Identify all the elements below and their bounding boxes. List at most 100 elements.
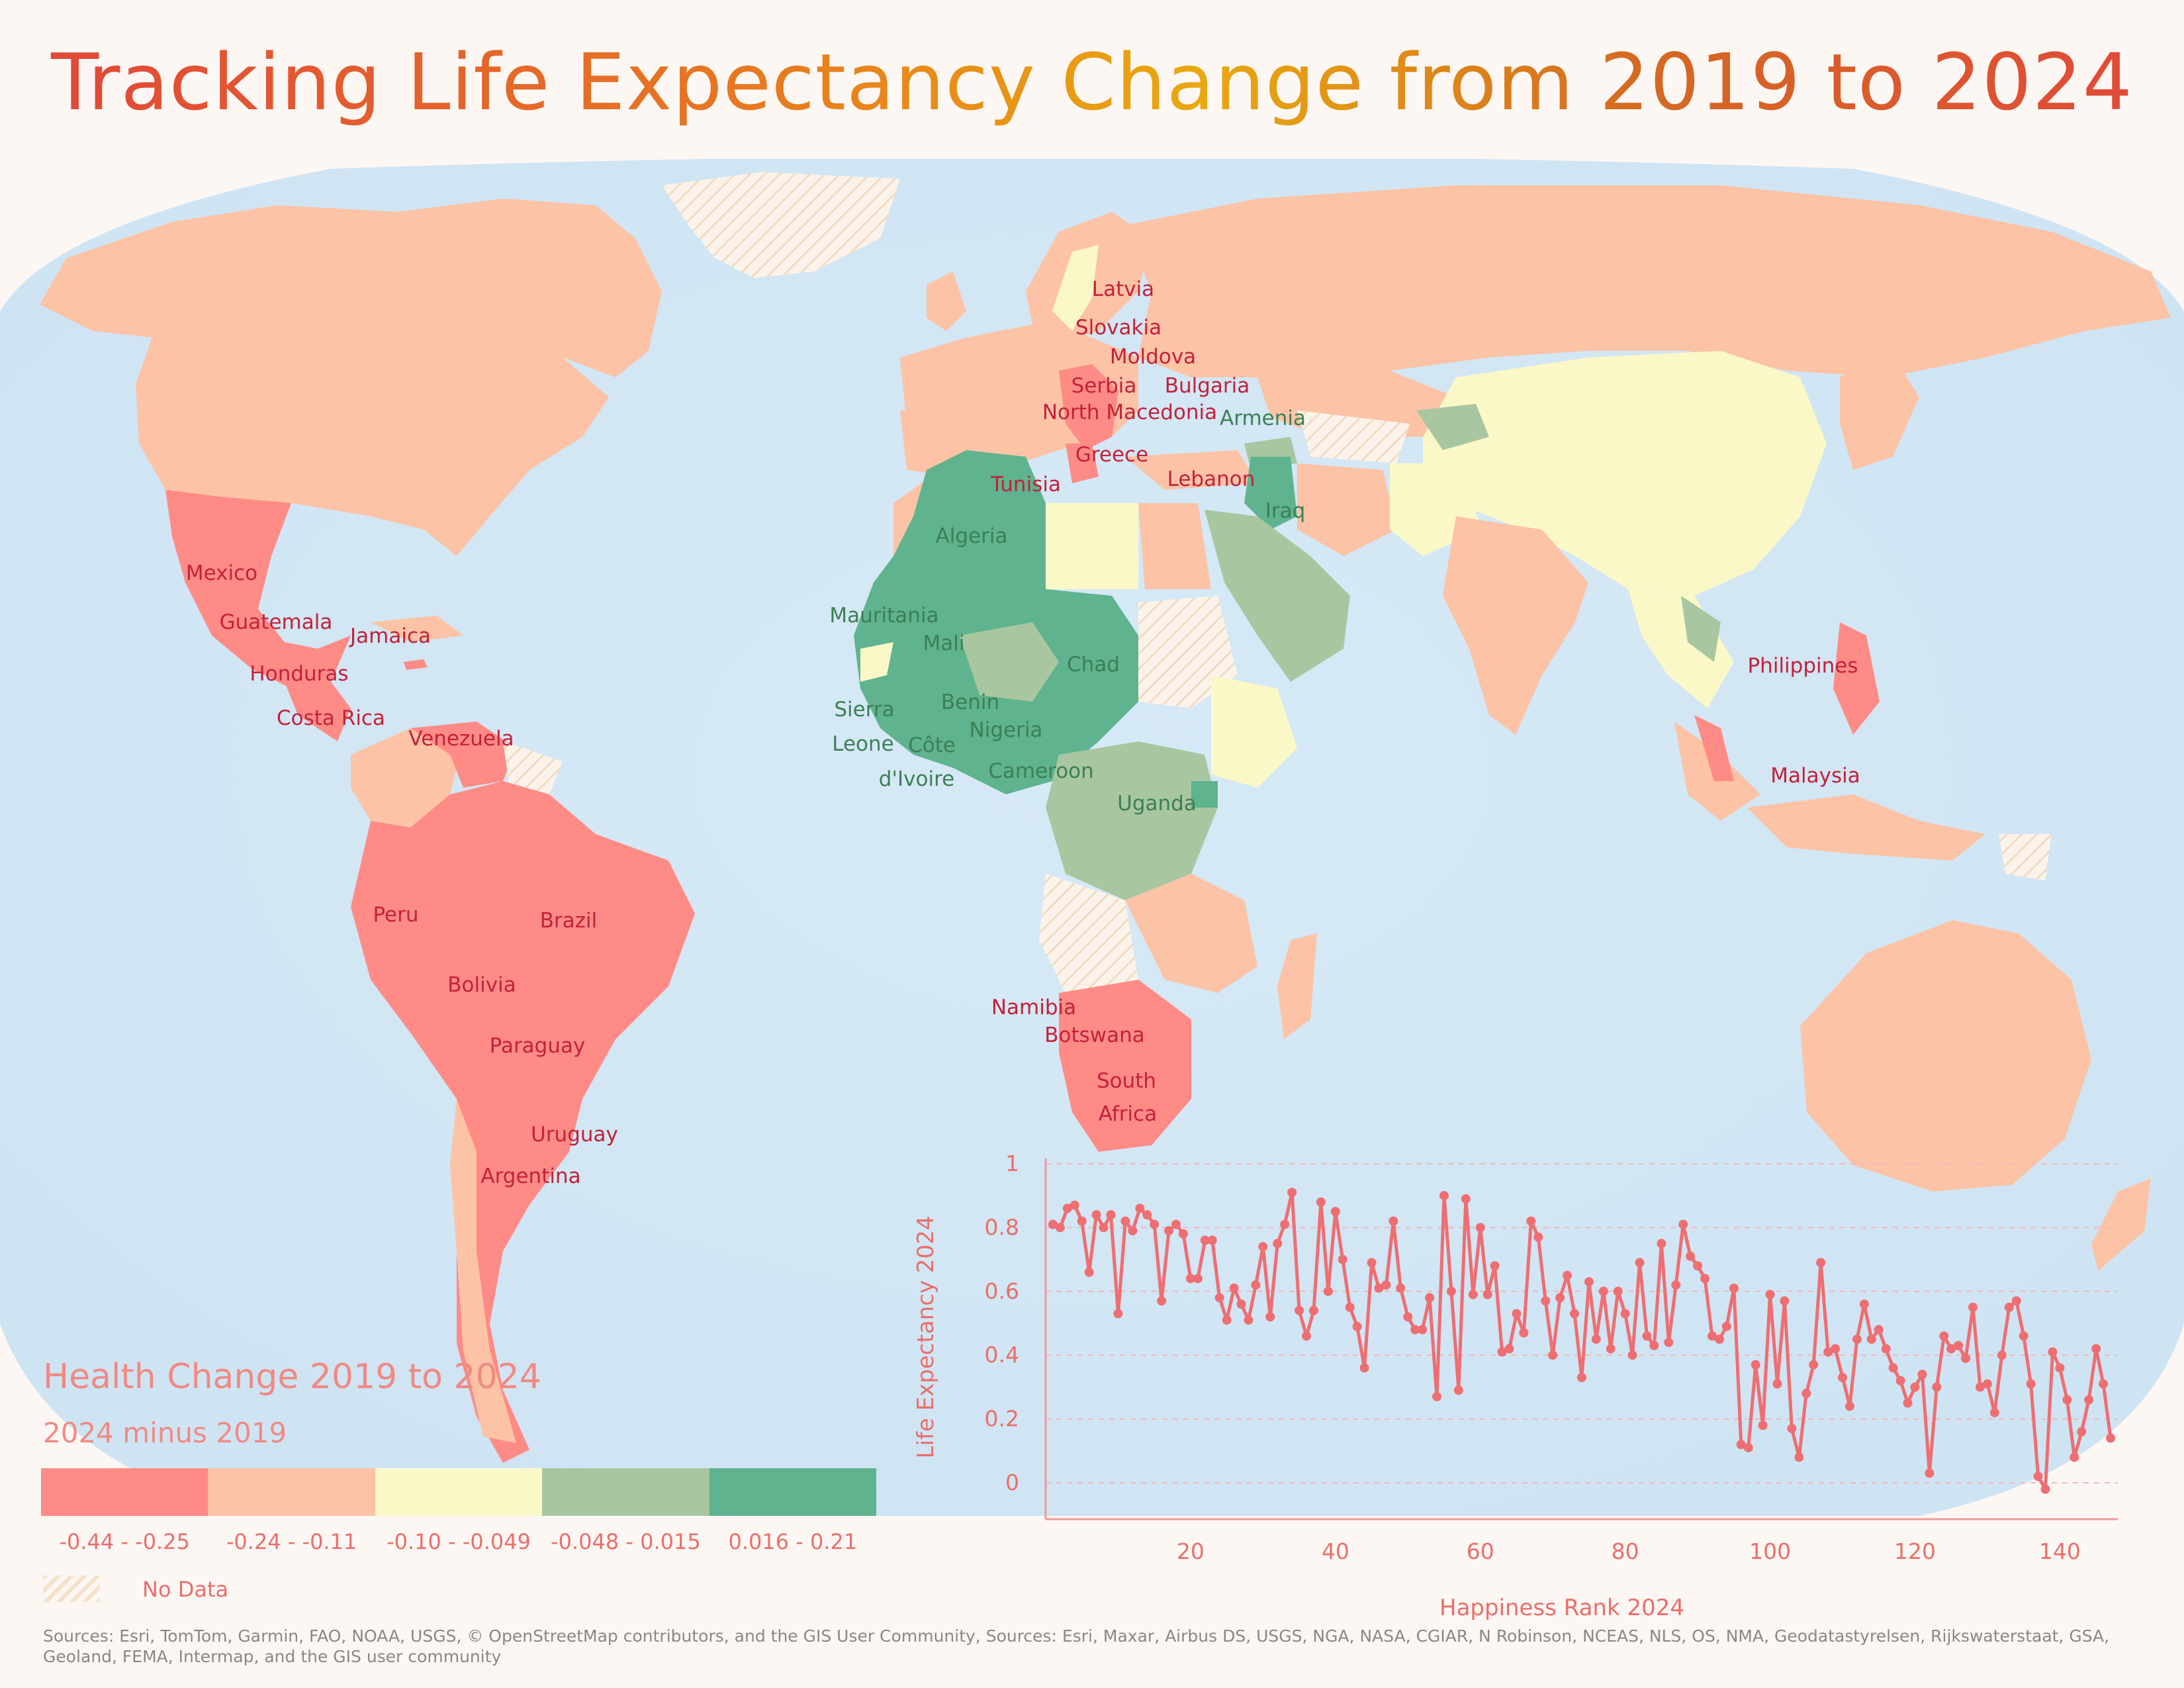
india[interactable] <box>1443 516 1588 735</box>
australia[interactable] <box>1800 920 2091 1192</box>
data-point <box>1396 1283 1406 1293</box>
country-label: Serbia <box>1071 374 1137 398</box>
venezuela[interactable] <box>410 722 516 788</box>
data-point <box>1635 1258 1645 1268</box>
korea-japan[interactable] <box>1840 344 1919 470</box>
png-nodata[interactable] <box>1999 834 2052 880</box>
data-point <box>1577 1372 1586 1382</box>
brazil-south-america[interactable] <box>351 781 695 1463</box>
new-zealand[interactable] <box>2091 1178 2151 1271</box>
data-point <box>1475 1223 1485 1233</box>
sweden[interactable] <box>1052 245 1099 331</box>
data-point <box>1432 1391 1442 1401</box>
russia[interactable] <box>1125 185 2171 377</box>
data-point <box>1707 1331 1717 1341</box>
data-point <box>1171 1219 1181 1229</box>
data-point <box>1193 1274 1203 1284</box>
uganda[interactable] <box>1191 781 1218 808</box>
legend-swatch-3 <box>375 1468 543 1516</box>
data-point <box>1780 1296 1790 1306</box>
data-point <box>1627 1350 1637 1360</box>
data-point <box>1751 1360 1760 1370</box>
legend-label-4: -0.048 - 0.015 <box>551 1529 701 1554</box>
data-point <box>1099 1223 1109 1233</box>
data-point <box>1374 1283 1384 1293</box>
series-points <box>1048 1188 2116 1494</box>
colombia-region[interactable] <box>351 728 463 827</box>
country-label: Guatemala <box>220 610 333 634</box>
x-tick-label: 80 <box>1612 1538 1639 1564</box>
laos-green[interactable] <box>1681 596 1721 662</box>
world-map[interactable]: Latvia Slovakia Moldova Serbia BulgariaNorth… <box>0 159 2184 1516</box>
data-point <box>1961 1354 1971 1364</box>
data-point <box>1388 1216 1398 1226</box>
guiana-nodata[interactable] <box>503 741 563 794</box>
data-point <box>1563 1270 1572 1280</box>
indonesia[interactable] <box>1747 794 1985 861</box>
data-point <box>1895 1376 1905 1385</box>
uk[interactable] <box>927 271 966 331</box>
data-point <box>1055 1223 1065 1233</box>
data-point <box>1062 1203 1072 1213</box>
data-point <box>2077 1427 2087 1436</box>
y-tick-label: 0.2 <box>985 1406 1019 1432</box>
canada[interactable] <box>40 199 662 377</box>
country-label: Chad <box>1067 653 1120 677</box>
data-point <box>2099 1379 2109 1389</box>
data-point <box>1866 1335 1876 1344</box>
eastern-europe[interactable] <box>1059 364 1118 450</box>
country-label: Peru <box>373 903 418 927</box>
data-point <box>1453 1385 1463 1395</box>
greece[interactable] <box>1066 444 1099 483</box>
data-point <box>2055 1363 2065 1373</box>
east-africa[interactable] <box>1125 874 1257 993</box>
usa[interactable] <box>136 338 609 556</box>
malaysia[interactable] <box>1694 715 1734 781</box>
central-america[interactable] <box>285 682 351 741</box>
madagascar[interactable] <box>1277 933 1317 1039</box>
egypt[interactable] <box>1138 503 1211 589</box>
data-point <box>1352 1321 1362 1331</box>
country-label: Nigeria <box>970 718 1043 742</box>
egypt-libya[interactable] <box>1039 503 1138 589</box>
central-asia-green[interactable] <box>1416 404 1489 450</box>
angola-nodata[interactable] <box>1039 874 1138 993</box>
data-point <box>1120 1216 1130 1226</box>
patagonia[interactable] <box>450 1099 516 1443</box>
southern-africa[interactable] <box>1059 980 1191 1152</box>
niger-chad-light[interactable] <box>960 622 1059 702</box>
mexico[interactable] <box>165 490 351 688</box>
data-point <box>1657 1239 1666 1248</box>
turkey-caucasus[interactable] <box>1125 450 1257 490</box>
cuba[interactable] <box>371 616 463 642</box>
data-point <box>1671 1280 1681 1290</box>
central-asia-nodata[interactable] <box>1297 410 1410 463</box>
country-label: Leone <box>832 732 893 756</box>
philippines[interactable] <box>1833 622 1880 735</box>
data-point <box>1700 1274 1710 1284</box>
iran[interactable] <box>1297 463 1396 556</box>
iraq[interactable] <box>1244 457 1297 530</box>
data-point <box>1439 1191 1449 1201</box>
country-label: North Macedonia <box>1042 400 1217 424</box>
data-point <box>1831 1344 1841 1354</box>
data-point <box>2106 1433 2116 1443</box>
mongolia-china[interactable] <box>1423 351 1827 596</box>
data-point <box>1106 1210 1116 1220</box>
jamaica[interactable] <box>404 659 428 670</box>
data-point <box>1997 1350 2007 1360</box>
congo-region[interactable] <box>1046 741 1218 900</box>
data-point <box>1497 1347 1507 1357</box>
west-central-africa-green[interactable] <box>854 450 1138 794</box>
country-label: Lebanon <box>1167 467 1255 491</box>
x-tick-label: 60 <box>1467 1538 1494 1564</box>
sahel-yellow[interactable] <box>860 642 893 682</box>
data-point <box>1113 1309 1123 1319</box>
country-label: Argentina <box>480 1164 580 1188</box>
saudi-arabia[interactable] <box>1205 510 1350 682</box>
y-tick-label: 1 <box>1005 1150 1019 1176</box>
ethiopia-region[interactable] <box>1211 675 1297 788</box>
data-point <box>1222 1315 1232 1325</box>
x-tick-labels: 20 40 60 80 100 120 140 <box>1177 1538 2081 1564</box>
greenland[interactable] <box>662 172 900 278</box>
